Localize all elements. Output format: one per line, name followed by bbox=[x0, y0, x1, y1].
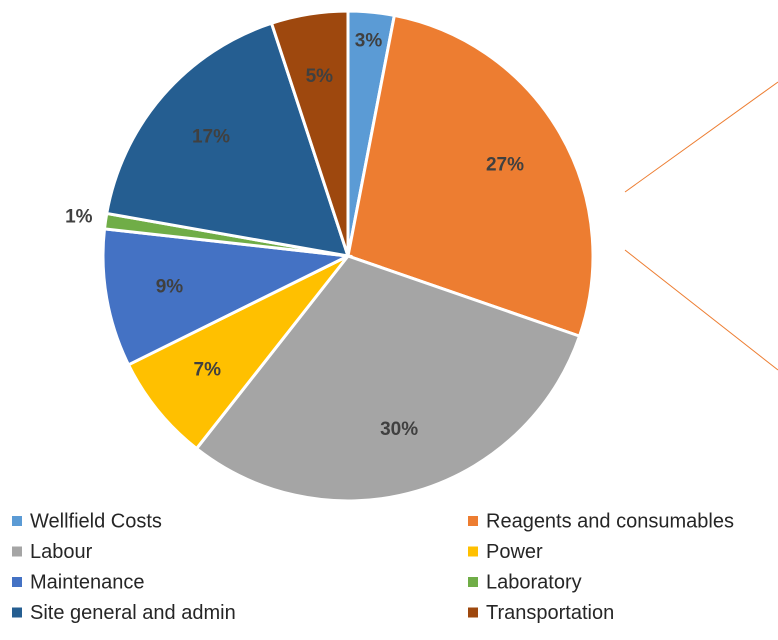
data-label: 17% bbox=[192, 126, 230, 147]
legend-swatch bbox=[12, 577, 22, 587]
pie-slice bbox=[269, 9, 350, 257]
pie-slice bbox=[194, 254, 582, 503]
legend-swatch bbox=[468, 577, 478, 587]
data-label: 3% bbox=[355, 30, 383, 51]
legend-label: Labour bbox=[30, 541, 93, 563]
legend-swatch bbox=[12, 546, 22, 557]
data-label: 30% bbox=[380, 419, 418, 440]
data-label: 5% bbox=[306, 66, 334, 87]
data-label: 7% bbox=[194, 359, 222, 380]
legend-label: Transportation bbox=[486, 602, 614, 624]
pie-slice bbox=[126, 254, 350, 451]
data-label: 9% bbox=[156, 276, 184, 297]
data-label: 1% bbox=[65, 206, 93, 227]
legend-swatch bbox=[12, 607, 22, 618]
pie-slice bbox=[104, 21, 351, 258]
connector-line bbox=[624, 81, 778, 193]
legend-swatch bbox=[468, 546, 478, 557]
legend-label: Site general and admin bbox=[30, 602, 236, 624]
legend-label: Power bbox=[486, 541, 543, 563]
pie-slice bbox=[101, 227, 354, 367]
legend-swatch bbox=[468, 516, 478, 526]
legend-swatch bbox=[12, 516, 22, 526]
legend-label: Maintenance bbox=[30, 571, 145, 593]
legend-label: Laboratory bbox=[486, 571, 582, 593]
legend-label: Reagents and consumables bbox=[486, 510, 734, 532]
legend-swatch bbox=[468, 607, 478, 618]
legend-label: Wellfield Costs bbox=[30, 510, 162, 532]
pie-slice bbox=[346, 13, 595, 339]
data-label: 27% bbox=[486, 154, 524, 175]
connector-line bbox=[624, 249, 778, 371]
